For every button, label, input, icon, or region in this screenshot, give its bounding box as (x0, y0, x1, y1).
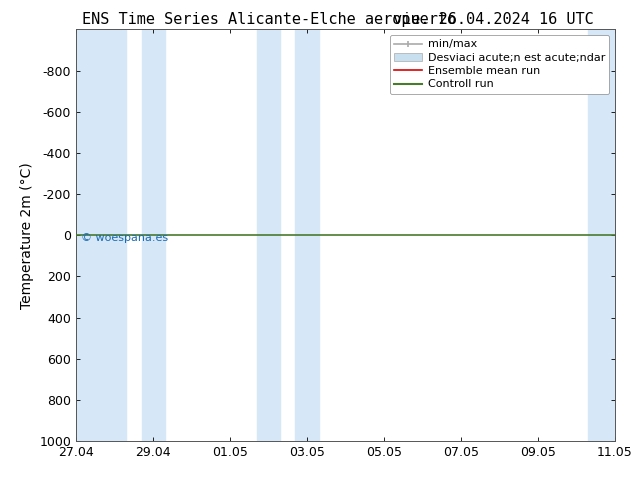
Bar (295, 29, 318, 441)
Text: vie. 26.04.2024 16 UTC: vie. 26.04.2024 16 UTC (393, 12, 594, 27)
Bar (257, 29, 280, 441)
Text: ENS Time Series Alicante-Elche aeropuerto: ENS Time Series Alicante-Elche aeropuert… (82, 12, 456, 27)
Bar (141, 29, 165, 441)
Bar (76, 29, 126, 441)
Legend: min/max, Desviaci acute;n est acute;ndar, Ensemble mean run, Controll run: min/max, Desviaci acute;n est acute;ndar… (390, 35, 609, 94)
Text: © woespana.es: © woespana.es (81, 233, 169, 243)
Y-axis label: Temperature 2m (°C): Temperature 2m (°C) (20, 162, 34, 309)
Bar (588, 29, 615, 441)
